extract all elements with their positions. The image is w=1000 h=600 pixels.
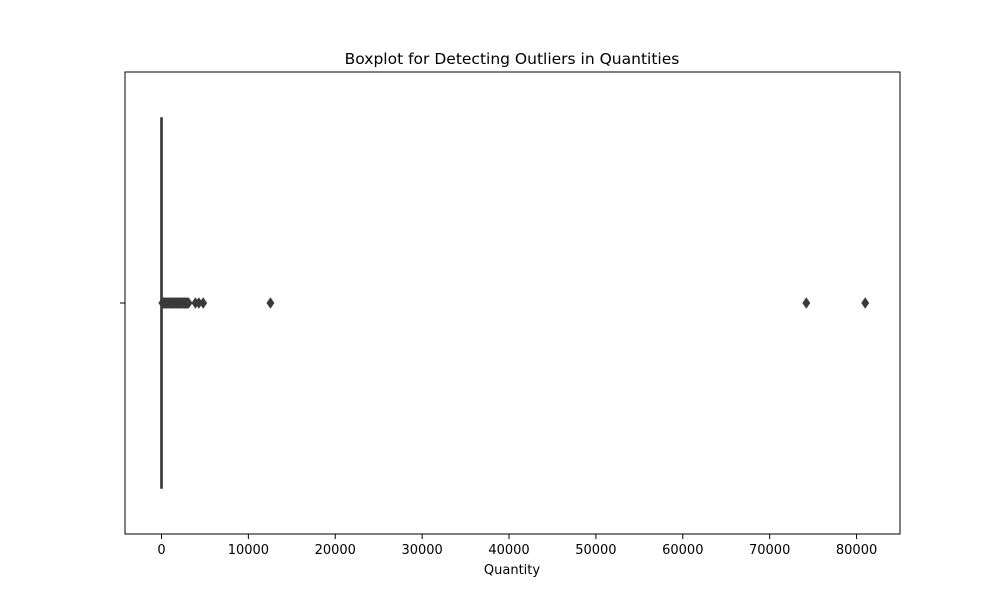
x-tick-label: 60000 xyxy=(662,543,703,558)
x-tick-label: 70000 xyxy=(749,543,790,558)
x-axis-label: Quantity xyxy=(484,563,540,578)
x-tick-label: 0 xyxy=(157,543,165,558)
plot-frame xyxy=(124,71,901,535)
x-tick-label: 30000 xyxy=(401,543,442,558)
outlier-point xyxy=(861,297,870,309)
outlier-point xyxy=(802,297,811,309)
x-tick-label: 20000 xyxy=(315,543,356,558)
x-tick-label: 50000 xyxy=(575,543,616,558)
outlier-point xyxy=(184,297,193,309)
outlier-point xyxy=(199,297,208,309)
chart-title: Boxplot for Detecting Outliers in Quanti… xyxy=(345,50,680,68)
x-axis: 0 10000 20000 30000 40000 50000 60000 70000 8000… xyxy=(157,534,877,558)
x-tick-label: 40000 xyxy=(488,543,529,558)
x-tick-label: 80000 xyxy=(836,543,877,558)
outlier-point xyxy=(266,297,275,309)
x-tick-label: 10000 xyxy=(228,543,269,558)
plot-area xyxy=(158,117,870,489)
